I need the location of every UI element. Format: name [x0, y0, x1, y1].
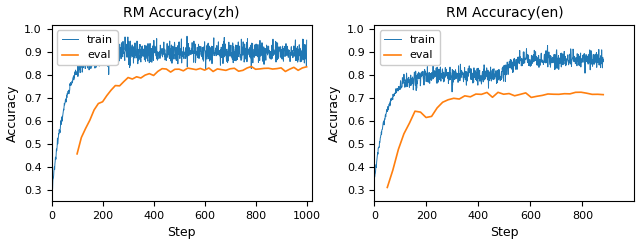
eval: [282, 70, 289, 73]
Title: RM Accuracy(zh): RM Accuracy(zh): [124, 6, 240, 20]
eval: [248, 65, 255, 68]
eval: [477, 93, 485, 96]
eval: [538, 94, 546, 97]
train: [396, 86, 403, 89]
eval: [400, 132, 408, 135]
eval: [394, 148, 402, 151]
eval: [158, 67, 166, 70]
eval: [428, 115, 435, 118]
eval: [472, 93, 480, 96]
Legend: train, eval: train, eval: [380, 30, 440, 65]
eval: [533, 95, 541, 98]
eval: [483, 91, 491, 94]
Y-axis label: Accuracy: Accuracy: [6, 84, 19, 142]
Title: RM Accuracy(en): RM Accuracy(en): [445, 6, 563, 20]
eval: [422, 116, 430, 119]
train: [160, 51, 168, 54]
eval: [444, 98, 452, 101]
Line: eval: eval: [77, 66, 307, 154]
eval: [500, 93, 508, 96]
eval: [439, 101, 447, 104]
eval: [555, 93, 563, 96]
eval: [583, 92, 591, 95]
X-axis label: Step: Step: [490, 226, 518, 239]
eval: [522, 91, 529, 94]
eval: [433, 106, 441, 109]
eval: [550, 93, 557, 96]
eval: [505, 92, 513, 95]
train: [544, 44, 552, 47]
eval: [516, 93, 524, 96]
eval: [572, 91, 579, 94]
Line: eval: eval: [387, 92, 604, 187]
train: [247, 44, 255, 47]
train: [252, 49, 259, 52]
train: [566, 62, 574, 65]
eval: [467, 95, 474, 98]
train: [548, 58, 556, 61]
eval: [99, 100, 106, 103]
Line: train: train: [52, 36, 307, 196]
train: [303, 39, 310, 42]
train: [600, 58, 607, 61]
eval: [489, 96, 497, 99]
eval: [450, 97, 458, 100]
eval: [588, 93, 596, 96]
eval: [577, 91, 585, 94]
eval: [411, 110, 419, 113]
eval: [566, 92, 574, 95]
Y-axis label: Accuracy: Accuracy: [328, 84, 341, 142]
train: [399, 82, 407, 85]
eval: [298, 66, 306, 69]
eval: [303, 65, 310, 68]
eval: [406, 122, 413, 125]
train: [438, 69, 446, 72]
eval: [389, 169, 397, 171]
train: [151, 45, 159, 48]
eval: [417, 111, 424, 114]
eval: [594, 93, 602, 96]
train: [223, 54, 231, 57]
train: [183, 35, 191, 38]
eval: [129, 78, 136, 81]
train: [48, 194, 56, 197]
eval: [561, 92, 568, 95]
Legend: train, eval: train, eval: [57, 30, 118, 65]
Line: train: train: [374, 46, 604, 177]
eval: [511, 94, 518, 97]
train: [74, 75, 82, 78]
eval: [116, 84, 124, 87]
eval: [461, 94, 468, 97]
eval: [527, 96, 535, 99]
eval: [600, 93, 607, 96]
eval: [544, 93, 552, 96]
eval: [383, 186, 391, 189]
X-axis label: Step: Step: [168, 226, 196, 239]
train: [371, 176, 378, 179]
train: [529, 54, 537, 57]
eval: [494, 91, 502, 94]
eval: [456, 98, 463, 100]
eval: [73, 152, 81, 155]
